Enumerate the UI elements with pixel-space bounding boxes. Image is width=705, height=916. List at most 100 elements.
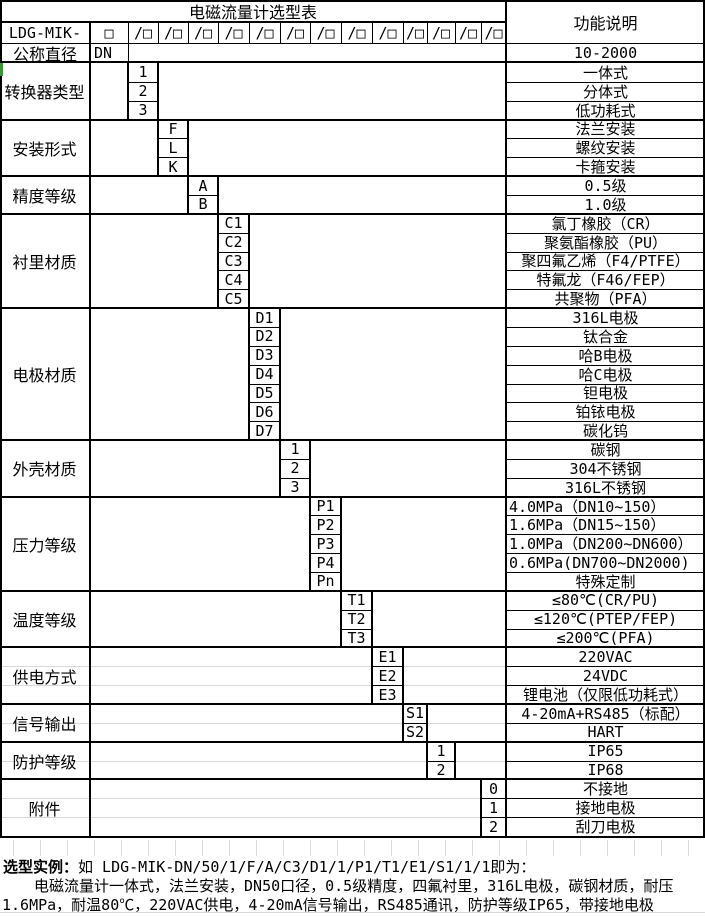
grid-line bbox=[158, 138, 188, 140]
faint-grid-line bbox=[13, 840, 14, 856]
desc-cell: 1.0MPa（DN200~DN600） bbox=[509, 535, 693, 554]
code-cell: E1 bbox=[378, 647, 397, 666]
faint-grid-line bbox=[580, 840, 581, 856]
faint-grid-line bbox=[337, 840, 338, 856]
faint-grid-line bbox=[175, 840, 176, 856]
desc-cell: 碳钢 bbox=[590, 440, 621, 459]
grid-line bbox=[188, 22, 189, 43]
grid-line bbox=[157, 63, 159, 120]
grid-line bbox=[506, 232, 705, 234]
desc-cell: 钛合金 bbox=[582, 327, 628, 346]
faint-grid-line bbox=[283, 840, 284, 856]
desc-cell: 哈B电极 bbox=[578, 346, 633, 365]
code-box: □ bbox=[104, 23, 114, 42]
desc-cell: 分体式 bbox=[582, 82, 628, 101]
desc-cell: 1.6MPa（DN15~150） bbox=[509, 516, 666, 535]
grid-line bbox=[249, 383, 280, 385]
grid-line bbox=[506, 760, 705, 762]
code-cell: D2 bbox=[255, 327, 274, 346]
grid-line bbox=[249, 421, 280, 423]
code-cell: D5 bbox=[255, 383, 274, 402]
grid-line bbox=[506, 722, 705, 724]
code-cell: S2 bbox=[405, 723, 425, 742]
band-separator bbox=[0, 307, 705, 310]
faint-grid-line bbox=[526, 840, 527, 856]
faint-grid-line bbox=[418, 840, 419, 856]
grid-line bbox=[249, 364, 280, 366]
code-cell: P4 bbox=[316, 553, 335, 572]
function-column-header: 功能说明 bbox=[573, 13, 638, 33]
example-line-2: 电磁流量计一体式，法兰安装，DN50口径，0.5级精度，四氟衬里，316L电极，… bbox=[34, 877, 674, 895]
faint-grid-line bbox=[364, 840, 365, 856]
grid-line bbox=[506, 609, 705, 611]
faint-grid-line bbox=[445, 840, 446, 856]
code-cell: T1 bbox=[347, 591, 366, 610]
grid-line bbox=[128, 81, 158, 83]
grid-line bbox=[249, 22, 250, 43]
desc-cell: 法兰安装 bbox=[575, 120, 636, 139]
outer-border bbox=[0, 0, 2, 838]
code-cell: C4 bbox=[224, 270, 243, 289]
grid-line bbox=[340, 496, 342, 591]
grid-line bbox=[506, 817, 705, 819]
group-label-electrode-material: 电极材质 bbox=[12, 366, 77, 386]
grid-line bbox=[249, 345, 280, 347]
faint-grid-line bbox=[0, 666, 506, 668]
code-cell: C2 bbox=[224, 233, 243, 252]
grid-line bbox=[218, 289, 249, 291]
example-heading: 选型实例： bbox=[3, 858, 79, 876]
grid-line bbox=[187, 176, 189, 214]
outer-border bbox=[0, 836, 705, 838]
grid-line bbox=[188, 194, 218, 196]
group-label-mounting-style: 安装形式 bbox=[12, 139, 77, 159]
faint-grid-line bbox=[607, 840, 608, 856]
faint-grid-line bbox=[148, 840, 149, 856]
code-cell: T3 bbox=[347, 629, 366, 648]
group-label-accuracy-class: 精度等级 bbox=[12, 186, 77, 206]
desc-cell: 卡箍安装 bbox=[575, 158, 636, 177]
grid-line bbox=[372, 666, 403, 668]
code-cell: E3 bbox=[378, 685, 397, 704]
outer-border bbox=[0, 0, 705, 2]
code-box: /□ bbox=[163, 23, 183, 42]
code-cell: D1 bbox=[255, 308, 274, 327]
grid-line bbox=[506, 289, 705, 291]
band-separator bbox=[0, 61, 705, 63]
table-title: 电磁流量计选型表 bbox=[188, 2, 317, 22]
faint-grid-line bbox=[0, 685, 506, 687]
band-separator bbox=[0, 212, 705, 215]
code-cell: D4 bbox=[255, 365, 274, 384]
code-box: /□ bbox=[133, 23, 153, 42]
grid-line bbox=[402, 704, 404, 742]
grid-line bbox=[455, 22, 456, 43]
group-label-accessories: 附件 bbox=[28, 799, 61, 819]
desc-cell: 聚氨酯橡胶（PU） bbox=[543, 233, 668, 252]
grid-line bbox=[506, 326, 705, 328]
title-underline bbox=[0, 21, 506, 23]
grid-line bbox=[506, 251, 705, 253]
grid-line bbox=[249, 326, 280, 328]
faint-grid-line bbox=[634, 840, 635, 856]
code-cell: 1 bbox=[138, 63, 148, 82]
code-box: /□ bbox=[224, 23, 243, 42]
desc-cell: 316L不锈钢 bbox=[564, 478, 647, 497]
grid-line bbox=[427, 760, 455, 762]
desc-cell: 不接地 bbox=[582, 780, 628, 799]
faint-grid-line bbox=[0, 722, 506, 724]
code-cell: 2 bbox=[436, 761, 446, 779]
desc-cell: 一体式 bbox=[582, 63, 628, 82]
grid-line bbox=[341, 22, 342, 43]
code-cell: E2 bbox=[378, 666, 397, 685]
grid-line bbox=[310, 515, 341, 517]
faint-grid-line bbox=[661, 840, 662, 856]
band-separator bbox=[0, 118, 705, 121]
desc-cell: ≤200℃(PFA) bbox=[556, 629, 655, 648]
desc-cell: 316L电极 bbox=[572, 309, 639, 327]
band-separator bbox=[0, 740, 705, 743]
code-box: /□ bbox=[458, 23, 478, 42]
grid-line bbox=[506, 421, 705, 423]
desc-cell: 接地电极 bbox=[575, 799, 636, 818]
band-separator bbox=[0, 703, 705, 706]
code-cell: B bbox=[198, 195, 208, 214]
band-separator bbox=[0, 495, 705, 498]
